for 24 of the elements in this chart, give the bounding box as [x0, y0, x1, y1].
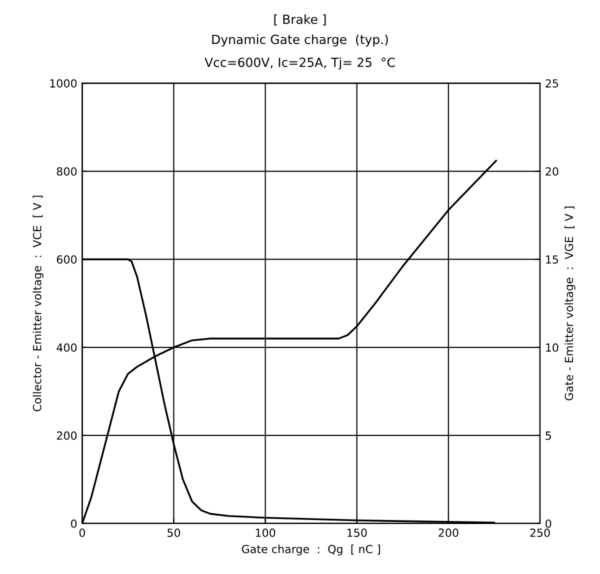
y2-tick-label: 25: [546, 79, 558, 88]
y-tick-label: 600: [56, 255, 77, 264]
y-tick-label: 400: [56, 343, 77, 352]
y-tick-label: 0: [71, 519, 77, 528]
x-tick-label: 100: [256, 528, 276, 537]
y-tick-label: 1000: [50, 79, 77, 88]
y2-tick-label: 5: [546, 432, 551, 440]
y2-tick-label: 20: [546, 167, 558, 176]
x-tick-label: 50: [168, 528, 180, 537]
text: Vcc=600V, Ic=25A, Tj= 25 °C: [204, 57, 395, 70]
y-axis-title: Collector - Emitter voltage : VCE [ V ]: [32, 196, 44, 412]
x-axis-title: Gate charge : Qg [ nC ]: [242, 544, 380, 556]
y2-tick-label: 0: [546, 519, 552, 528]
y2-tick-label: 15: [546, 255, 558, 264]
chart-subtitle: Dynamic Gate charge (typ.): [212, 34, 388, 47]
chart-title: [ Brake ]: [274, 14, 326, 26]
x-tick-label: 200: [438, 528, 458, 537]
y-tick-label: 800: [56, 167, 77, 176]
y-tick-label: 200: [56, 431, 77, 440]
x-tick-label: 250: [530, 528, 550, 537]
y2-axis-title: Gate - Emitter voltage : VGE [ V ]: [564, 206, 576, 400]
x-tick-label: 0: [79, 528, 85, 537]
x-tick-label: 150: [347, 528, 367, 537]
y2-tick-label: 10: [546, 343, 558, 352]
